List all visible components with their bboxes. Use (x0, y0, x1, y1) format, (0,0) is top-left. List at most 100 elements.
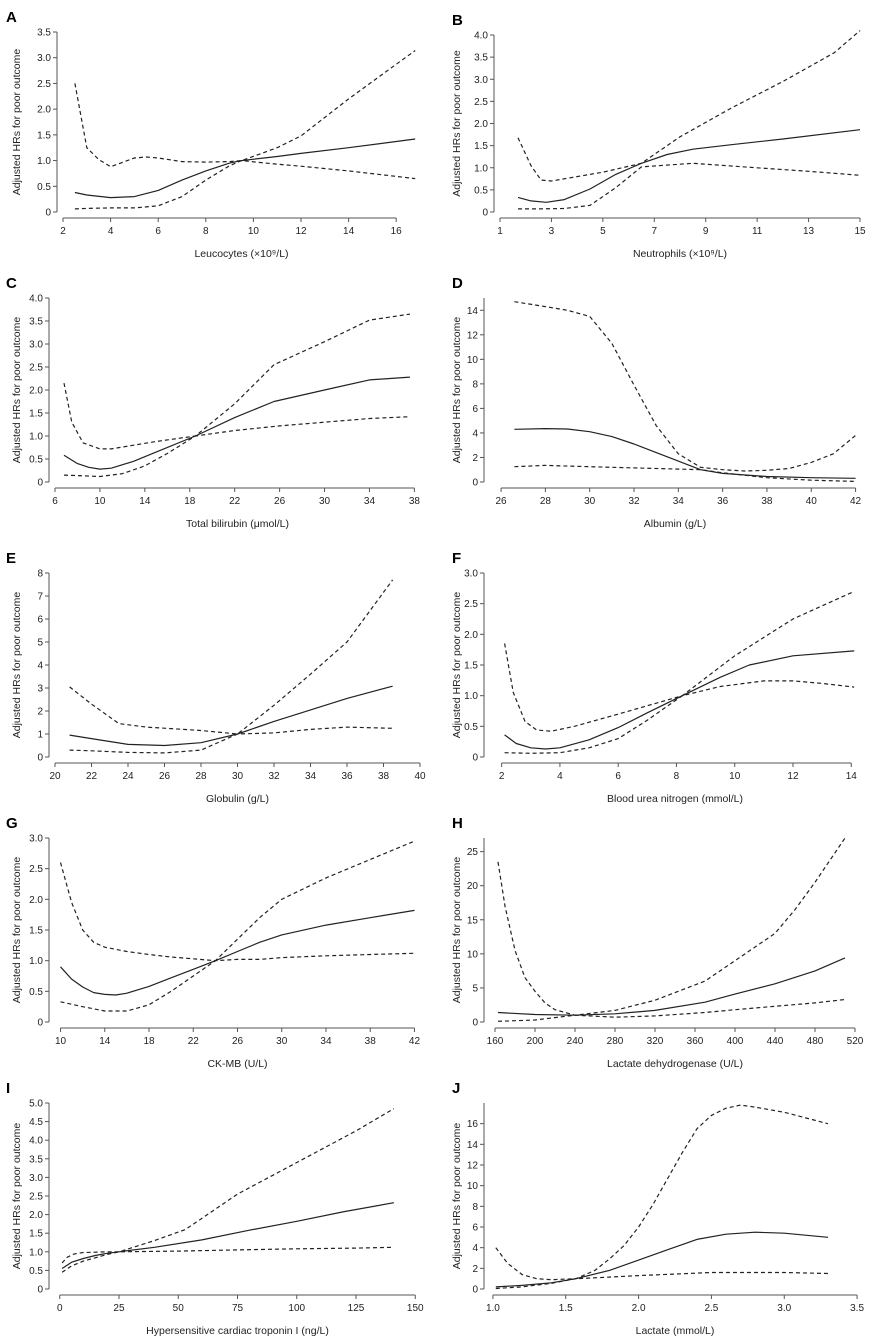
panel-g: G 0 0.5 1.0 1.5 2.0 2.5 3.0 10 14 18 22 26 30 34 38 42 CK… (6, 815, 420, 1070)
y-tick-label: 10 (467, 949, 479, 960)
x-tick-label: 34 (364, 496, 376, 507)
y-tick-label: 1.5 (474, 141, 488, 152)
x-tick-label: 160 (487, 1036, 504, 1047)
x-tick-label: 10 (55, 1036, 67, 1047)
x-tick-label: 520 (847, 1036, 864, 1047)
y-tick-label: 3 (37, 684, 43, 695)
x-tick-label: 18 (143, 1036, 155, 1047)
x-axis-title: Lactate (mmol/L) (636, 1325, 715, 1337)
x-tick-label: 6 (52, 496, 58, 507)
x-tick-label: 13 (803, 226, 815, 237)
x-tick-label: 8 (674, 771, 680, 782)
lower-ci-line (63, 416, 410, 478)
y-tick-label: 4.0 (474, 31, 488, 42)
x-tick-label: 400 (727, 1036, 744, 1047)
x-tick-label: 32 (268, 771, 280, 782)
x-tick-label: 150 (407, 1303, 424, 1314)
panel-f: F 0 0.5 1.0 1.5 2.0 2.5 3.0 2 4 6 8 10 12 14 Blood urea… (451, 550, 857, 805)
x-tick-label: 4 (108, 226, 114, 237)
x-tick-label: 2 (60, 226, 66, 237)
y-tick-label: 2.0 (37, 105, 51, 116)
x-tick-label: 1.5 (559, 1303, 573, 1314)
hr-line (517, 129, 861, 203)
y-tick-label: 2.0 (29, 1210, 43, 1221)
y-tick-label: 2.0 (464, 630, 478, 641)
panel-h: H 0 5 10 15 20 25 160 200 240 280 320 360 400 440 480 52… (451, 815, 864, 1070)
y-tick-label: 6 (472, 404, 478, 415)
x-tick-label: 14 (343, 226, 355, 237)
x-tick-label: 200 (527, 1036, 544, 1047)
upper-ci-line (514, 301, 856, 472)
x-tick-label: 5 (600, 226, 606, 237)
panel-letter: A (6, 9, 17, 26)
upper-ci-line (59, 840, 415, 962)
y-axis-title: Adjusted HRs for poor outcome (11, 857, 23, 1004)
y-tick-label: 20 (467, 881, 479, 892)
x-tick-label: 24 (122, 771, 134, 782)
lower-ci-line (60, 952, 415, 1012)
y-tick-label: 0 (37, 753, 43, 764)
x-tick-label: 7 (652, 226, 658, 237)
panel-a: A 0 0.5 1.0 1.5 2.0 2.5 3.0 3.5 2 4 6 8 10 12 14 16 Leuco… (6, 9, 416, 260)
x-tick-label: 100 (288, 1303, 305, 1314)
x-tick-label: 20 (49, 771, 61, 782)
x-tick-label: 30 (319, 496, 331, 507)
y-tick-label: 1 (37, 730, 43, 741)
y-tick-label: 4.0 (29, 1136, 43, 1147)
y-axis-title: Adjusted HRs for poor outcome (451, 592, 463, 739)
y-tick-label: 4 (472, 1243, 478, 1254)
y-tick-label: 1.5 (29, 409, 43, 420)
y-tick-label: 25 (467, 847, 479, 858)
lower-ci-line (504, 680, 855, 754)
x-tick-label: 14 (139, 496, 151, 507)
x-tick-label: 36 (717, 496, 729, 507)
y-tick-label: 2.0 (474, 119, 488, 130)
y-tick-label: 1.5 (29, 1229, 43, 1240)
lower-ci-line (74, 160, 416, 210)
y-tick-label: 12 (467, 330, 479, 341)
y-tick-label: 16 (467, 1119, 479, 1130)
y-tick-label: 1.0 (37, 156, 51, 167)
x-tick-label: 26 (159, 771, 171, 782)
x-tick-label: 125 (348, 1303, 365, 1314)
upper-ci-line (69, 579, 394, 735)
x-tick-label: 25 (113, 1303, 125, 1314)
x-tick-label: 18 (184, 496, 196, 507)
y-axis-title: Adjusted HRs for poor outcome (11, 1123, 23, 1270)
x-tick-label: 30 (276, 1036, 288, 1047)
x-tick-label: 34 (320, 1036, 332, 1047)
y-tick-label: 0 (482, 208, 488, 219)
y-tick-label: 8 (37, 569, 43, 580)
x-axis-title: Blood urea nitrogen (mmol/L) (607, 793, 743, 805)
y-tick-label: 0 (37, 478, 43, 489)
x-tick-label: 28 (540, 496, 552, 507)
y-tick-label: 5 (472, 983, 478, 994)
panel-i: I 0 0.5 1.0 1.5 2.0 2.5 3.0 3.5 4.0 4.5 5.0 0 25 50 75 1… (6, 1080, 424, 1337)
x-tick-label: 12 (787, 771, 799, 782)
x-axis-title: Albumin (g/L) (644, 518, 706, 530)
y-tick-label: 2 (472, 453, 478, 464)
x-tick-label: 14 (99, 1036, 111, 1047)
upper-ci-line (63, 313, 410, 450)
y-tick-label: 3.5 (29, 317, 43, 328)
panel-b: B00.51.01.52.02.53.03.54.01 3 5 7 9 11 13 15Neu… (451, 12, 866, 260)
y-axis-title: Adjusted HRs for poor outcome (11, 49, 23, 196)
panel-j: J 0 2 4 6 8 10 12 14 16 1.0 1.5 2.0 2.5 3.0 3.5 Lactate … (451, 1080, 864, 1337)
upper-ci-line (517, 30, 861, 182)
y-tick-label: 7 (37, 592, 43, 603)
y-tick-label: 5 (37, 638, 43, 649)
y-axis-title: Adjusted HRs for poor outcome (451, 317, 463, 464)
y-tick-label: 2.5 (29, 1192, 43, 1203)
lower-ci-line (497, 998, 846, 1022)
lower-ci-line (61, 1246, 394, 1273)
x-tick-label: 6 (615, 771, 621, 782)
x-tick-label: 22 (188, 1036, 200, 1047)
x-tick-label: 1.0 (486, 1303, 500, 1314)
y-tick-label: 4.5 (29, 1117, 43, 1128)
y-tick-label: 5.0 (29, 1099, 43, 1110)
y-tick-label: 2.0 (29, 386, 43, 397)
x-tick-label: 2 (499, 771, 505, 782)
panel-letter: J (452, 1080, 460, 1097)
hr-line (74, 138, 416, 199)
x-tick-label: 3.5 (850, 1303, 864, 1314)
